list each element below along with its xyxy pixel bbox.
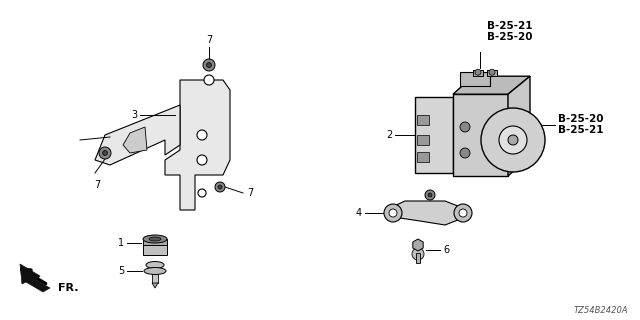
Bar [417, 135, 429, 145]
Bar [487, 70, 497, 76]
Circle shape [197, 130, 207, 140]
Ellipse shape [144, 268, 166, 275]
Circle shape [481, 108, 545, 172]
Circle shape [460, 122, 470, 132]
Text: 7: 7 [94, 180, 100, 190]
Bar [152, 270, 158, 283]
Bar [453, 94, 508, 176]
Bar [143, 243, 167, 255]
Circle shape [197, 155, 207, 165]
Polygon shape [20, 264, 50, 292]
Circle shape [508, 135, 518, 145]
Polygon shape [453, 76, 530, 94]
Polygon shape [143, 239, 167, 245]
Polygon shape [508, 76, 530, 176]
Text: 2: 2 [386, 130, 392, 140]
Bar [417, 152, 429, 162]
Text: B-25-21: B-25-21 [487, 21, 532, 31]
Ellipse shape [149, 237, 161, 241]
Circle shape [218, 185, 222, 189]
Circle shape [454, 204, 472, 222]
Polygon shape [390, 201, 463, 225]
Circle shape [204, 75, 214, 85]
Polygon shape [413, 239, 423, 251]
Circle shape [389, 209, 397, 217]
Ellipse shape [143, 235, 167, 243]
Text: B-25-21: B-25-21 [558, 125, 604, 135]
Bar [417, 115, 429, 125]
Text: B-25-20: B-25-20 [558, 114, 604, 124]
Polygon shape [123, 127, 147, 153]
Text: 7: 7 [247, 188, 253, 198]
Circle shape [99, 147, 111, 159]
Circle shape [428, 193, 432, 197]
Bar [473, 70, 483, 76]
Text: 5: 5 [118, 266, 124, 276]
Text: 4: 4 [356, 208, 362, 218]
Circle shape [207, 62, 211, 68]
Circle shape [499, 126, 527, 154]
Text: B-25-20: B-25-20 [487, 32, 532, 42]
Polygon shape [95, 105, 180, 165]
Circle shape [489, 69, 495, 75]
Ellipse shape [146, 261, 164, 268]
Text: TZ54B2420A: TZ54B2420A [573, 306, 628, 315]
Text: 7: 7 [206, 35, 212, 45]
Text: 6: 6 [443, 245, 449, 255]
Circle shape [198, 189, 206, 197]
Polygon shape [165, 80, 230, 210]
Circle shape [412, 248, 424, 260]
Circle shape [475, 69, 481, 75]
Bar [415, 97, 453, 173]
Bar [416, 253, 420, 263]
Text: 3: 3 [131, 110, 137, 120]
Circle shape [102, 150, 108, 156]
Circle shape [460, 148, 470, 158]
Text: 1: 1 [118, 238, 124, 248]
Circle shape [384, 204, 402, 222]
Circle shape [203, 59, 215, 71]
Bar [460, 72, 490, 86]
Text: FR.: FR. [58, 283, 79, 293]
Circle shape [425, 190, 435, 200]
Polygon shape [152, 283, 158, 288]
Circle shape [215, 182, 225, 192]
Circle shape [459, 209, 467, 217]
